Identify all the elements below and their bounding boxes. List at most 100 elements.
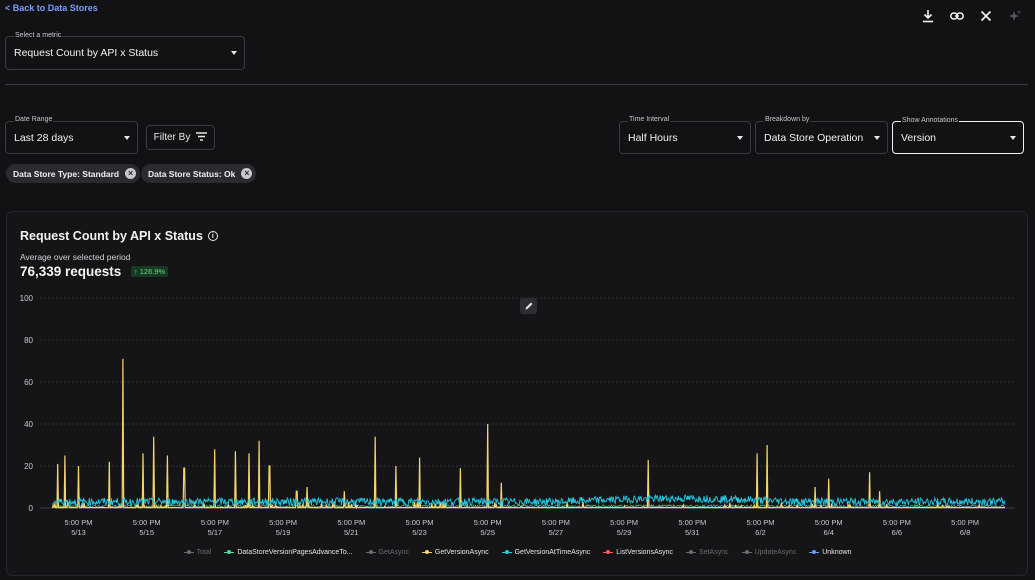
legend-label: GetAsync	[378, 548, 409, 556]
series-line-yellow	[52, 358, 1005, 510]
date-range-value: Last 28 days	[14, 132, 74, 144]
legend-marker-icon	[501, 548, 512, 556]
edit-pencil-icon[interactable]	[520, 298, 537, 314]
filter-by-label: Filter By	[153, 132, 191, 143]
x-tick-date: 5/31	[685, 528, 700, 537]
breakdown-value: Data Store Operation	[764, 132, 864, 144]
x-tick-date: 5/15	[139, 528, 154, 537]
x-tick-date: 5/17	[208, 528, 223, 537]
metric-select-value: Request Count by API x Status	[14, 47, 159, 59]
time-interval-value: Half Hours	[628, 132, 678, 144]
legend-label: GetVersionAtTimeAsync	[514, 548, 591, 556]
filter-chip-label: Data Store Status: Ok	[148, 168, 236, 179]
legend-item[interactable]: Unknown	[809, 548, 851, 556]
x-tick-time: 5:00 PM	[406, 518, 434, 527]
legend-marker-icon	[809, 548, 820, 556]
x-tick-date: 5/27	[549, 528, 564, 537]
legend-marker-icon	[741, 548, 752, 556]
link-icon[interactable]	[947, 6, 967, 26]
legend-item[interactable]: SetAsync	[686, 548, 729, 556]
top-toolbar	[918, 6, 1025, 26]
legend-item[interactable]: GetVersionAtTimeAsync	[501, 548, 591, 556]
y-tick-label: 0	[29, 504, 34, 513]
legend-label: SetAsync	[699, 548, 729, 556]
y-tick-label: 100	[20, 294, 34, 303]
x-tick-time: 5:00 PM	[542, 518, 570, 527]
legend-item[interactable]: GetAsync	[365, 548, 409, 556]
x-tick-time: 5:00 PM	[678, 518, 706, 527]
y-tick-label: 40	[24, 420, 33, 429]
x-tick-time: 5:00 PM	[951, 518, 979, 527]
legend-marker-icon	[224, 548, 235, 556]
x-tick-date: 5/23	[412, 528, 427, 537]
x-tick-time: 5:00 PM	[815, 518, 843, 527]
filter-by-button[interactable]: Filter By	[146, 125, 215, 150]
back-to-data-stores-link[interactable]: < Back to Data Stores	[5, 3, 98, 13]
show-annotations-value: Version	[901, 132, 937, 144]
x-tick-time: 5:00 PM	[201, 518, 229, 527]
filter-chip-status: Data Store Status: Ok ×	[141, 164, 257, 183]
legend-label: DataStoreVersionPagesAdvanceTo...	[237, 548, 353, 556]
arrow-up-icon: ↑	[134, 267, 138, 276]
chip-remove-icon[interactable]: ×	[125, 168, 137, 179]
legend-label: Total	[196, 548, 212, 556]
legend-label: Unknown	[822, 548, 852, 556]
chevron-down-icon	[231, 51, 237, 55]
legend-item[interactable]: UpdateAsync	[741, 548, 797, 556]
chart-subtitle: Average over selected period	[20, 252, 131, 262]
filter-chip-type: Data Store Type: Standard ×	[6, 164, 141, 183]
chart-title: Request Count by API x Status i	[20, 229, 218, 243]
x-tick-date: 6/2	[755, 528, 765, 537]
legend-marker-icon	[183, 548, 194, 556]
x-tick-time: 5:00 PM	[133, 518, 161, 527]
x-tick-time: 5:00 PM	[747, 518, 775, 527]
x-tick-date: 5/21	[344, 528, 359, 537]
filter-chip-label: Data Store Type: Standard	[13, 168, 120, 179]
time-interval-select[interactable]: Time Interval Half Hours	[619, 116, 751, 154]
chart-title-text: Request Count by API x Status	[20, 229, 203, 243]
download-icon[interactable]	[918, 6, 938, 26]
legend-label: GetVersionAsync	[434, 548, 489, 556]
legend-item[interactable]: Total	[183, 548, 212, 556]
divider	[5, 84, 1028, 85]
x-tick-time: 5:00 PM	[269, 518, 297, 527]
legend-marker-icon	[365, 548, 376, 556]
legend-label: ListVersionsAsync	[616, 548, 674, 556]
x-tick-time: 5:00 PM	[883, 518, 911, 527]
total-requests: 76,339 requests	[20, 264, 122, 279]
x-tick-date: 5/19	[276, 528, 291, 537]
breakdown-select[interactable]: Breakdown by Data Store Operation	[755, 116, 888, 154]
y-tick-label: 80	[24, 336, 33, 345]
info-icon[interactable]: i	[207, 231, 218, 241]
sparkle-icon[interactable]	[1005, 6, 1025, 26]
x-tick-date: 6/6	[892, 528, 902, 537]
x-tick-date: 6/8	[960, 528, 970, 537]
metric-select[interactable]: Select a metric Request Count by API x S…	[5, 32, 245, 70]
chip-remove-icon[interactable]: ×	[241, 168, 253, 179]
x-tick-time: 5:00 PM	[474, 518, 502, 527]
legend-label: UpdateAsync	[754, 548, 797, 556]
x-tick-time: 5:00 PM	[337, 518, 365, 527]
chevron-down-icon	[737, 136, 743, 140]
delta-value: 126.9%	[139, 267, 166, 276]
date-range-select[interactable]: Date Range Last 28 days	[5, 116, 138, 154]
filter-lines-icon	[196, 131, 208, 144]
chart-card	[6, 211, 1028, 576]
y-tick-label: 20	[24, 462, 33, 471]
date-range-label: Date Range	[14, 116, 54, 123]
legend-item[interactable]: GetVersionAsync	[421, 548, 489, 556]
close-icon[interactable]	[976, 6, 996, 26]
x-tick-date: 5/29	[617, 528, 632, 537]
delta-badge: ↑ 126.9%	[131, 266, 169, 277]
x-tick-date: 5/13	[71, 528, 86, 537]
show-annotations-select[interactable]: Show Annotations Version	[892, 117, 1024, 154]
legend-item[interactable]: ListVersionsAsync	[603, 548, 673, 556]
chevron-down-icon	[874, 136, 880, 140]
x-tick-time: 5:00 PM	[65, 518, 93, 527]
show-annotations-label: Show Annotations	[901, 117, 960, 124]
x-tick-time: 5:00 PM	[610, 518, 638, 527]
chevron-down-icon	[124, 136, 130, 140]
y-tick-label: 60	[24, 378, 33, 387]
legend-item[interactable]: DataStoreVersionPagesAdvanceTo...	[224, 548, 353, 556]
